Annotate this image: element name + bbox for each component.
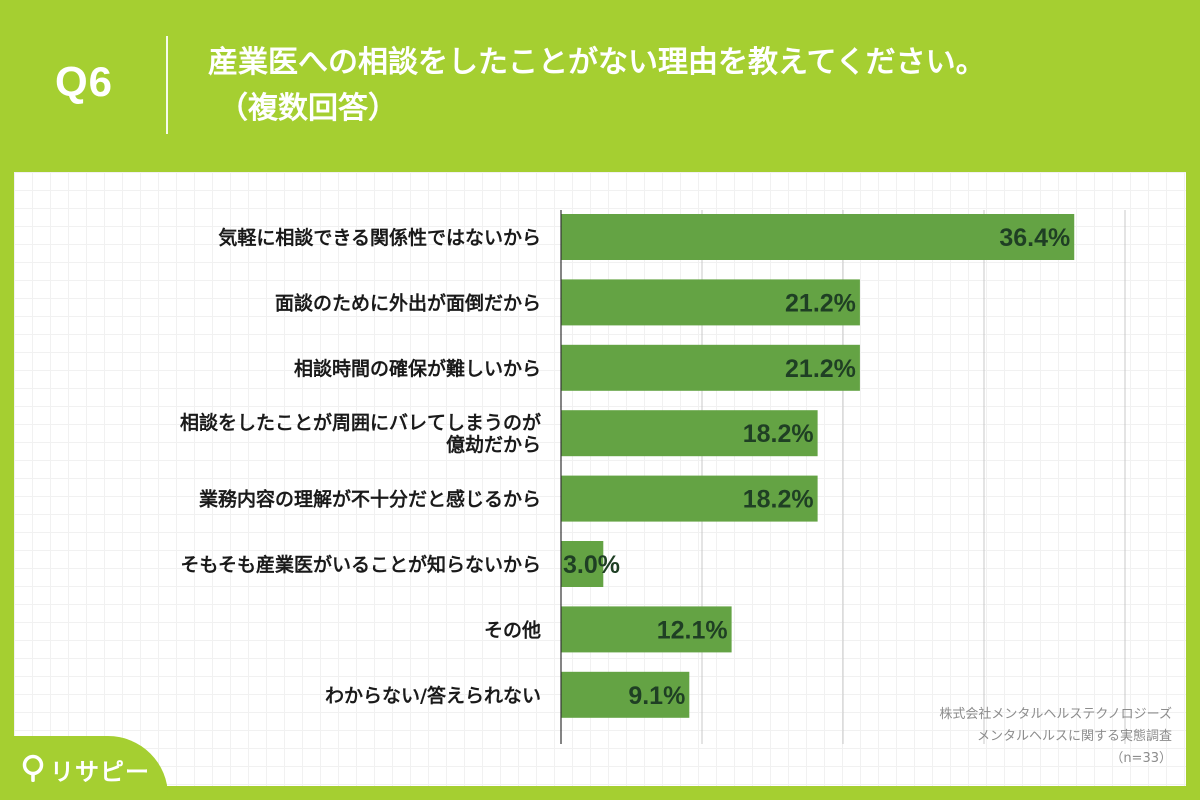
question-number: Q6 bbox=[55, 58, 114, 105]
category-label: 相談をしたことが周囲にバレてしまうのが bbox=[180, 411, 541, 434]
value-label: 12.1% bbox=[657, 616, 728, 644]
logo-tab bbox=[0, 736, 168, 800]
bar bbox=[561, 541, 604, 587]
value-label: 18.2% bbox=[743, 486, 814, 514]
question-title-line2: （複数回答） bbox=[218, 91, 398, 126]
survey-credit: 株式会社メンタルヘルステクノロジーズ メンタルヘルスに関する実態調査 （n=33… bbox=[939, 704, 1172, 770]
bar-chart: 36.4% 気軽に相談できる関係性ではないから 21.2% 面談のために外出が面倒だか… bbox=[180, 210, 1126, 744]
category-label: そもそも産業医がいることが知らないから bbox=[180, 553, 541, 576]
value-label: 36.4% bbox=[999, 224, 1070, 252]
value-label: 18.2% bbox=[743, 420, 814, 448]
bar bbox=[561, 279, 860, 326]
category-label: その他 bbox=[484, 618, 541, 641]
category-label: 面談のために外出が面倒だから bbox=[275, 291, 541, 314]
bar bbox=[561, 344, 860, 391]
question-title-line1: 産業医への相談をしたことがない理由を教えてください。 bbox=[208, 45, 986, 80]
value-label: 21.2% bbox=[785, 289, 856, 317]
chart-panel: 36.4% 気軽に相談できる関係性ではないから 21.2% 面談のために外出が面倒だか… bbox=[14, 172, 1186, 786]
bar bbox=[561, 214, 1075, 260]
credit-survey: メンタルヘルスに関する実態調査 bbox=[976, 729, 1172, 744]
bar bbox=[561, 606, 732, 653]
logo-text: リサピー bbox=[50, 758, 150, 786]
bar bbox=[561, 410, 818, 457]
category-label: 相談時間の確保が難しいから bbox=[294, 357, 541, 380]
value-label: 21.2% bbox=[785, 355, 856, 383]
category-label: 業務内容の理解が不十分だと感じるから bbox=[198, 488, 541, 511]
bar bbox=[561, 671, 690, 718]
category-label: 億劫だから bbox=[446, 433, 541, 456]
value-label: 9.1% bbox=[628, 682, 685, 710]
pin-icon bbox=[22, 754, 44, 782]
header-divider bbox=[166, 36, 168, 134]
credit-company: 株式会社メンタルヘルステクノロジーズ bbox=[939, 707, 1172, 722]
bar bbox=[561, 475, 818, 522]
header: Q6 産業医への相談をしたことがない理由を教えてください。 （複数回答） bbox=[0, 0, 1200, 170]
question-title: 産業医への相談をしたことがない理由を教えてください。 （複数回答） bbox=[208, 40, 1168, 132]
category-label: わからない/答えられない bbox=[325, 684, 541, 707]
credit-sample-size: （n=33） bbox=[1110, 751, 1172, 766]
value-label: 3.0% bbox=[563, 551, 620, 579]
category-label: 気軽に相談できる関係性ではないから bbox=[218, 226, 541, 249]
